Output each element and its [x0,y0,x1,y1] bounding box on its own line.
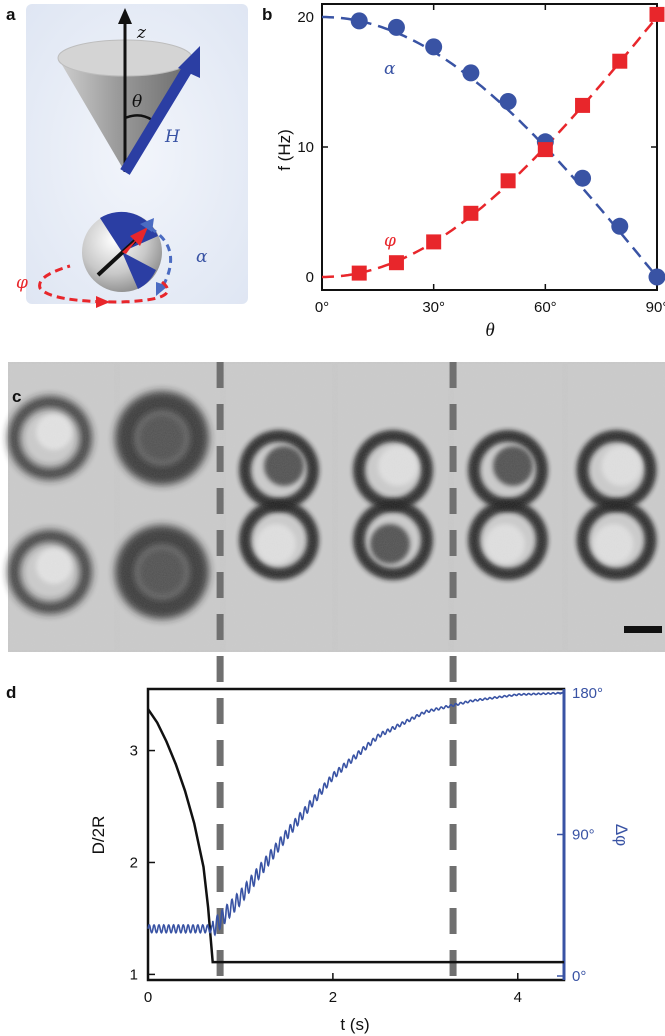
line-delta-phi [147,691,565,937]
point-phi [500,173,516,189]
panel-label-d: d [6,683,16,702]
point-alpha [648,268,665,286]
panel-b-marks [350,6,665,286]
d-ytick-label: 1 [130,966,138,983]
point-alpha [574,169,592,187]
d-y2tick-label: 0° [572,968,586,985]
panel-b-ylabel: f (Hz) [275,129,294,171]
point-alpha [425,38,443,56]
b-ytick-label: 0 [306,269,314,286]
panel-label-c: c [12,387,21,406]
series-label-phi: φ [384,231,396,251]
panel-d-y2label: Δφ [612,824,631,846]
point-phi [537,142,553,158]
z-axis-label: z [136,23,147,43]
point-alpha [611,217,629,235]
micrograph-noise [8,362,665,652]
d-ytick-label: 2 [130,854,138,871]
d-y2tick-label: 180° [572,685,603,702]
panel-b-xlabel: θ [485,320,494,341]
panel-b-frame [321,3,658,291]
alpha-label: α [196,247,208,267]
point-alpha [462,64,480,82]
panel-d-ticks: 0 2 4 1 2 3 0° 90° 180° [130,685,603,1006]
scale-bar [624,626,662,633]
b-xtick-label: 90° [646,299,665,316]
d-xtick-label: 2 [329,989,337,1006]
b-xtick-label: 0° [315,299,329,316]
phi-rotation-arrow [38,264,170,308]
field-label: H [164,127,181,147]
fit-line-phi [322,16,658,279]
panel-d: d 0 2 4 1 2 3 0° 90° 180° t (s) D/2R Δφ [6,683,631,1034]
panel-a: a z θ H [6,4,248,308]
dashed-time-markers [216,362,457,980]
panel-label-a: a [6,5,16,24]
panel-b: b 0° 30° 60° 90° 0 10 20 α φ θ f (Hz) [262,3,665,341]
panel-d-lines [146,691,565,964]
d-y2tick-label: 90° [572,827,595,844]
point-phi [463,205,479,221]
panel-d-xlabel: t (s) [340,1015,369,1034]
b-xtick-label: 60° [534,299,557,316]
field-arrow [120,46,200,175]
theta-arc [124,114,153,122]
point-alpha [387,18,405,36]
phi-label: φ [16,273,28,293]
point-phi [649,6,665,22]
point-alpha [499,93,517,110]
point-phi [388,255,404,271]
panel-label-b: b [262,5,272,24]
panel-c: c [8,362,665,652]
fit-line-alpha [322,15,658,278]
d-xtick-label: 0 [144,989,152,1006]
b-xtick-label: 30° [422,299,445,316]
panel-b-fits [322,15,658,279]
point-phi [612,53,628,69]
d-xtick-label: 4 [514,989,522,1006]
b-ytick-label: 20 [297,9,314,26]
z-axis-arrow [118,8,132,172]
panel-d-ylabel: D/2R [89,816,108,855]
line-d2r [146,708,564,964]
sphere-icon [82,211,162,292]
point-phi [426,234,442,250]
d-ytick-label: 3 [130,743,138,760]
series-label-alpha: α [384,59,396,79]
theta-label: θ [132,92,142,112]
point-phi [575,97,591,113]
b-ytick-label: 10 [297,139,314,156]
point-alpha [350,12,368,30]
point-phi [351,265,367,281]
